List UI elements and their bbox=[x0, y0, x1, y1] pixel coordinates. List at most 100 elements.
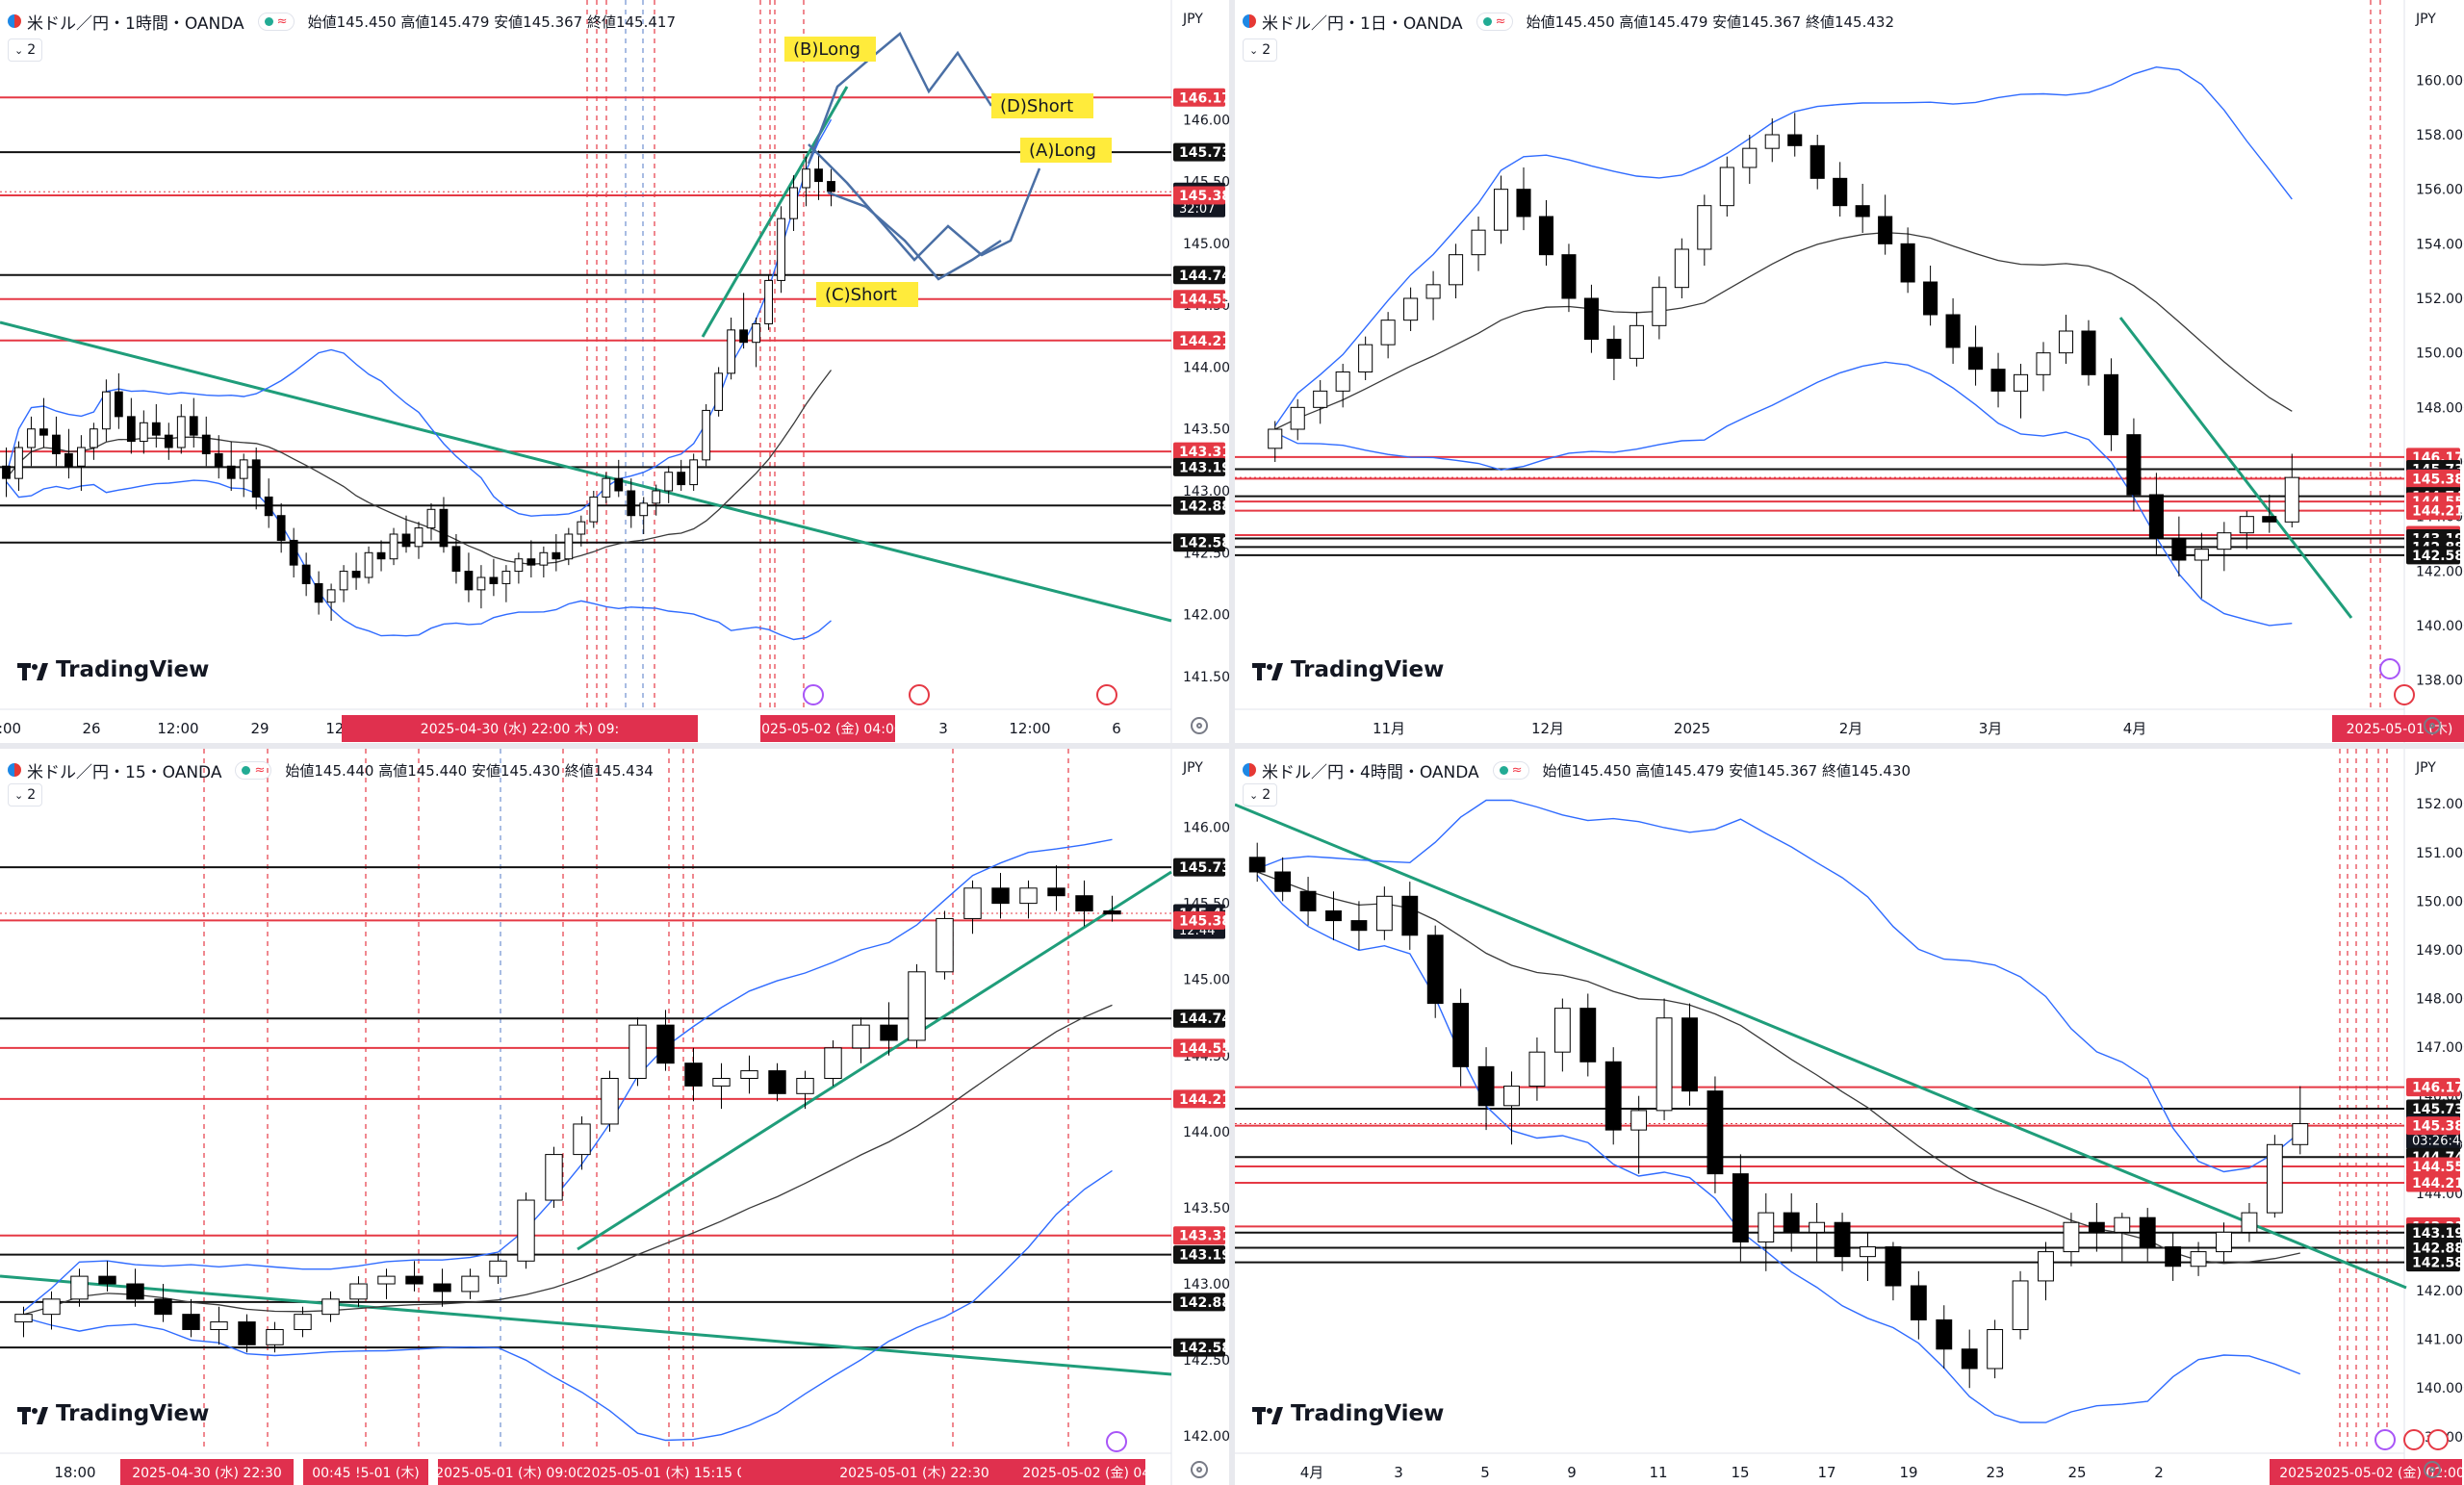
candle[interactable] bbox=[238, 1321, 256, 1345]
candle[interactable] bbox=[1047, 887, 1065, 897]
candle[interactable] bbox=[405, 1275, 424, 1285]
candle[interactable] bbox=[1833, 177, 1848, 207]
price-label-tag[interactable] bbox=[1173, 442, 1225, 461]
candle[interactable] bbox=[1604, 1061, 1622, 1131]
candle[interactable] bbox=[1313, 390, 1328, 408]
candle[interactable] bbox=[852, 1024, 870, 1049]
market-status-pill[interactable]: ≈ bbox=[235, 760, 272, 780]
price-chart-h4[interactable]: 139.000140.000141.000142.000143.000144.0… bbox=[1235, 749, 2464, 1485]
candle[interactable] bbox=[1923, 281, 1938, 316]
candle[interactable] bbox=[601, 1078, 619, 1125]
bollinger-lower[interactable] bbox=[1256, 874, 2301, 1423]
candle[interactable] bbox=[1449, 254, 1464, 286]
chart-panel-h4[interactable]: 139.000140.000141.000142.000143.000144.0… bbox=[1235, 749, 2464, 1485]
candle[interactable] bbox=[266, 1328, 284, 1345]
candle[interactable] bbox=[2262, 516, 2277, 523]
price-label-tag[interactable] bbox=[1173, 910, 1225, 930]
candle[interactable] bbox=[739, 329, 749, 344]
candle[interactable] bbox=[1732, 1173, 1749, 1242]
candle[interactable] bbox=[1579, 1008, 1597, 1063]
candle[interactable] bbox=[433, 1283, 451, 1293]
candle[interactable] bbox=[164, 434, 173, 448]
bollinger-upper[interactable] bbox=[5, 118, 833, 517]
candle[interactable] bbox=[461, 1275, 479, 1293]
price-label-tag[interactable] bbox=[1173, 186, 1225, 205]
moving-average[interactable] bbox=[1256, 871, 2300, 1265]
candle[interactable] bbox=[401, 533, 411, 548]
economic-event-icon[interactable] bbox=[909, 684, 930, 705]
candle[interactable] bbox=[439, 508, 449, 548]
candle[interactable] bbox=[1452, 1003, 1470, 1067]
bollinger-upper[interactable] bbox=[1274, 65, 2293, 426]
price-label-tag[interactable] bbox=[1173, 1089, 1225, 1109]
candle[interactable] bbox=[2217, 532, 2232, 550]
price-label-tag[interactable] bbox=[2406, 1116, 2460, 1136]
candle[interactable] bbox=[1403, 297, 1419, 321]
price-label-tag[interactable] bbox=[1173, 142, 1225, 162]
price-chart-d1[interactable]: 138.000140.000142.000144.000146.000148.0… bbox=[1235, 0, 2464, 743]
candle[interactable] bbox=[1697, 205, 1712, 250]
candle[interactable] bbox=[908, 971, 926, 1041]
candle[interactable] bbox=[52, 434, 61, 454]
bollinger-lower[interactable] bbox=[5, 479, 832, 641]
candle[interactable] bbox=[389, 533, 398, 560]
candle[interactable] bbox=[77, 447, 86, 467]
candle[interactable] bbox=[1426, 935, 1444, 1005]
price-label-tag[interactable] bbox=[1173, 1338, 1225, 1357]
candle[interactable] bbox=[14, 447, 23, 479]
candle[interactable] bbox=[1268, 428, 1283, 449]
settings-gear-icon[interactable] bbox=[2424, 1461, 2441, 1478]
candle[interactable] bbox=[1878, 216, 1893, 244]
annotation-box[interactable] bbox=[816, 282, 918, 307]
candle[interactable] bbox=[768, 1070, 786, 1094]
candle[interactable] bbox=[684, 1063, 703, 1087]
candle[interactable] bbox=[2058, 330, 2074, 354]
candle[interactable] bbox=[2036, 352, 2051, 375]
candle[interactable] bbox=[1681, 1017, 1698, 1092]
candle[interactable] bbox=[214, 452, 223, 467]
price-label-tag[interactable] bbox=[1173, 496, 1225, 515]
annotation-box[interactable] bbox=[784, 37, 876, 62]
candle[interactable] bbox=[880, 1024, 898, 1041]
candle[interactable] bbox=[1674, 248, 1689, 289]
candle[interactable] bbox=[1810, 144, 1825, 179]
candle[interactable] bbox=[176, 416, 186, 448]
candle[interactable] bbox=[712, 1078, 731, 1087]
candle[interactable] bbox=[2013, 373, 2029, 392]
candle[interactable] bbox=[602, 477, 611, 498]
candle[interactable] bbox=[239, 459, 248, 479]
candle[interactable] bbox=[426, 508, 436, 529]
symbol-title[interactable]: 米ドル／円・1日・OANDA bbox=[1262, 13, 1463, 34]
candle[interactable] bbox=[501, 571, 511, 584]
candle[interactable] bbox=[991, 887, 1010, 905]
projection-path-upper[interactable] bbox=[807, 32, 993, 165]
candle[interactable] bbox=[1553, 1008, 1571, 1053]
candle[interactable] bbox=[27, 428, 36, 448]
candle[interactable] bbox=[1758, 1212, 1775, 1242]
candle[interactable] bbox=[1900, 243, 1915, 283]
candle[interactable] bbox=[1860, 1246, 1876, 1258]
candle[interactable] bbox=[2012, 1280, 2029, 1331]
candle[interactable] bbox=[1968, 346, 1984, 371]
candle[interactable] bbox=[2190, 1251, 2207, 1267]
candle[interactable] bbox=[1719, 166, 1734, 207]
candle[interactable] bbox=[89, 428, 98, 448]
candle[interactable] bbox=[476, 576, 486, 591]
candle[interactable] bbox=[824, 1047, 842, 1080]
chart-panel-h1[interactable]: 141.500142.000142.500143.000143.500144.0… bbox=[0, 0, 1229, 743]
candle[interactable] bbox=[64, 452, 73, 467]
candle[interactable] bbox=[1834, 1221, 1851, 1258]
candle[interactable] bbox=[189, 416, 198, 436]
price-label-tag[interactable] bbox=[1173, 331, 1225, 350]
annotation-box[interactable] bbox=[1020, 138, 1112, 163]
economic-event-icon[interactable] bbox=[2394, 684, 2415, 705]
candle[interactable] bbox=[1290, 406, 1305, 430]
candle[interactable] bbox=[2171, 537, 2187, 561]
candle[interactable] bbox=[2063, 1221, 2080, 1253]
moving-average[interactable] bbox=[1274, 231, 2293, 430]
trendline[interactable] bbox=[1235, 803, 2407, 1290]
candle[interactable] bbox=[1375, 895, 1393, 932]
economic-event-icon[interactable] bbox=[803, 684, 824, 705]
candle[interactable] bbox=[814, 168, 823, 183]
candle[interactable] bbox=[1299, 890, 1317, 911]
